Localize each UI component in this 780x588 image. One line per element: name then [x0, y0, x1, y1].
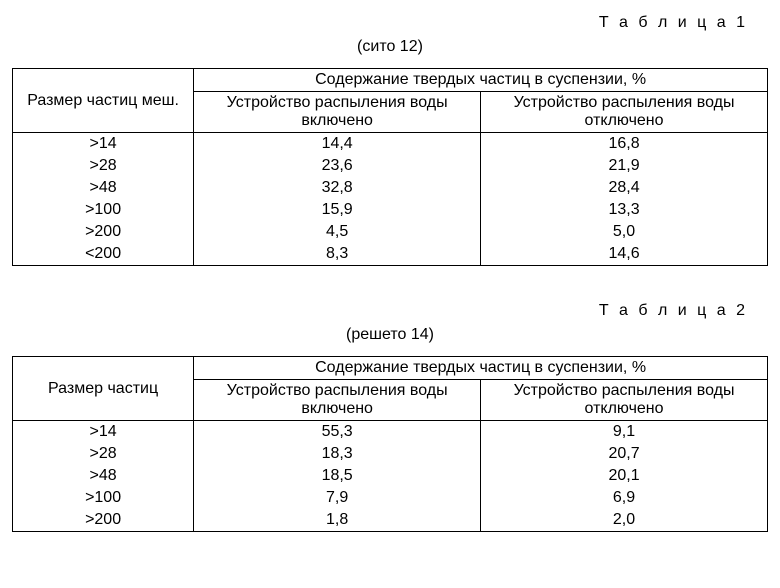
- table2: Размер частиц Содержание твердых частиц …: [12, 356, 768, 532]
- cell-size: >14: [13, 421, 194, 444]
- table2-col-off: Устройство распыления воды отключено: [481, 380, 768, 421]
- cell-on: 4,5: [194, 221, 481, 243]
- cell-size: >200: [13, 509, 194, 532]
- cell-off: 9,1: [481, 421, 768, 444]
- cell-size: >28: [13, 443, 194, 465]
- cell-size: >200: [13, 221, 194, 243]
- table-row: >48 32,8 28,4: [13, 177, 768, 199]
- cell-on: 7,9: [194, 487, 481, 509]
- cell-off: 13,3: [481, 199, 768, 221]
- table2-subtitle: (решето 14): [12, 326, 768, 344]
- table-row: >28 23,6 21,9: [13, 155, 768, 177]
- cell-on: 32,8: [194, 177, 481, 199]
- cell-on: 8,3: [194, 243, 481, 266]
- table1-col-on: Устройство распыления воды включено: [194, 92, 481, 133]
- cell-on: 55,3: [194, 421, 481, 444]
- cell-off: 20,1: [481, 465, 768, 487]
- cell-on: 18,3: [194, 443, 481, 465]
- table-row: >28 18,3 20,7: [13, 443, 768, 465]
- table1-col-group: Содержание твердых частиц в суспензии, %: [194, 69, 768, 92]
- table-row: >14 14,4 16,8: [13, 133, 768, 156]
- table1-label: Т а б л и ц а 1: [12, 14, 748, 32]
- table2-col-group: Содержание твердых частиц в суспензии, %: [194, 357, 768, 380]
- cell-on: 15,9: [194, 199, 481, 221]
- table-row: <200 8,3 14,6: [13, 243, 768, 266]
- cell-off: 14,6: [481, 243, 768, 266]
- table-row: >200 4,5 5,0: [13, 221, 768, 243]
- table1-col-size: Размер частиц меш.: [13, 69, 194, 133]
- table2-col-size: Размер частиц: [13, 357, 194, 421]
- cell-on: 14,4: [194, 133, 481, 156]
- cell-off: 20,7: [481, 443, 768, 465]
- cell-size: >100: [13, 199, 194, 221]
- table-row: >14 55,3 9,1: [13, 421, 768, 444]
- cell-off: 2,0: [481, 509, 768, 532]
- cell-on: 1,8: [194, 509, 481, 532]
- table-row: >100 7,9 6,9: [13, 487, 768, 509]
- table-row: >48 18,5 20,1: [13, 465, 768, 487]
- cell-size: >48: [13, 177, 194, 199]
- cell-on: 23,6: [194, 155, 481, 177]
- table1: Размер частиц меш. Содержание твердых ча…: [12, 68, 768, 266]
- cell-off: 5,0: [481, 221, 768, 243]
- cell-size: >14: [13, 133, 194, 156]
- cell-size: <200: [13, 243, 194, 266]
- cell-on: 18,5: [194, 465, 481, 487]
- cell-off: 28,4: [481, 177, 768, 199]
- table1-subtitle: (сито 12): [12, 38, 768, 56]
- cell-size: >28: [13, 155, 194, 177]
- cell-size: >100: [13, 487, 194, 509]
- table-row: >100 15,9 13,3: [13, 199, 768, 221]
- table2-col-on: Устройство распыления воды включено: [194, 380, 481, 421]
- table1-col-off: Устройство распыления воды отключено: [481, 92, 768, 133]
- cell-off: 21,9: [481, 155, 768, 177]
- table-row: >200 1,8 2,0: [13, 509, 768, 532]
- table2-label: Т а б л и ц а 2: [12, 302, 748, 320]
- cell-size: >48: [13, 465, 194, 487]
- cell-off: 6,9: [481, 487, 768, 509]
- cell-off: 16,8: [481, 133, 768, 156]
